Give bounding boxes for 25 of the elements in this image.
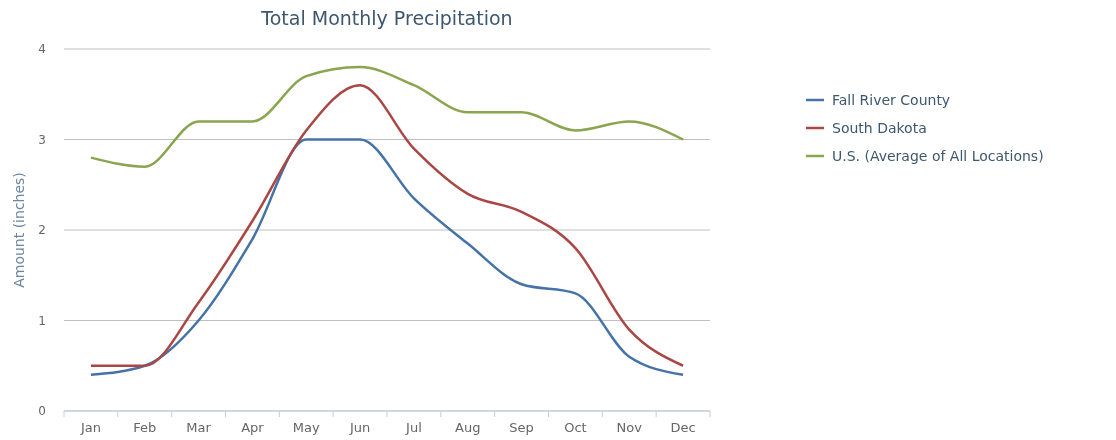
x-tick-label: Feb — [133, 420, 157, 435]
line-series — [89, 83, 685, 367]
x-tick-label: Mar — [186, 420, 212, 435]
y-axis-title: Amount (inches) — [11, 172, 27, 288]
y-tick-label: 1 — [38, 313, 46, 328]
y-tick-label: 3 — [38, 132, 46, 147]
x-tick-label: Jul — [405, 420, 422, 435]
x-tick-label: Aug — [455, 420, 481, 435]
y-tick-label: 2 — [38, 223, 46, 237]
x-tick-label: Apr — [241, 420, 265, 435]
x-tick-label: Jan — [79, 420, 101, 435]
line-series — [89, 138, 685, 377]
x-tick-label: Sep — [509, 420, 534, 435]
y-tick-label: 0 — [38, 404, 46, 418]
line-series — [89, 65, 685, 168]
legend-label: Fall River County — [832, 92, 951, 108]
x-tick-label: Nov — [616, 420, 643, 435]
y-tick-label: 4 — [38, 42, 46, 56]
x-tick-label: Jun — [348, 420, 371, 435]
x-tick-label: May — [292, 420, 320, 435]
legend-label: South Dakota — [832, 120, 927, 136]
chart-title: Total Monthly Precipitation — [260, 7, 513, 29]
x-tick-label: Oct — [564, 420, 587, 435]
legend-label: U.S. (Average of All Locations) — [832, 148, 1044, 164]
x-tick-label: Dec — [670, 420, 696, 435]
